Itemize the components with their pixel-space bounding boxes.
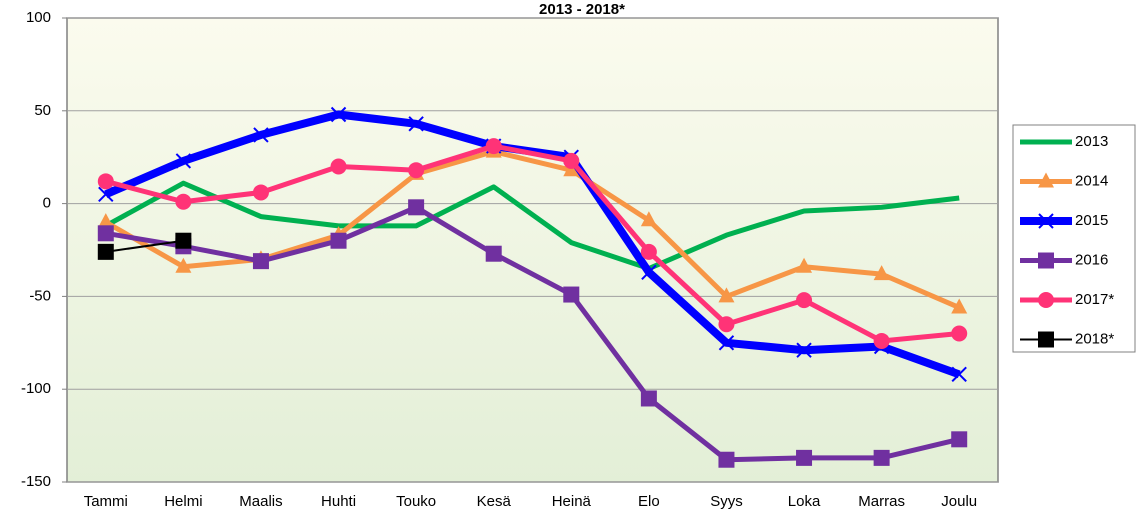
marker xyxy=(951,298,968,314)
marker xyxy=(408,199,425,216)
marker xyxy=(97,225,114,242)
x-tick-label: Kesä xyxy=(477,493,512,510)
legend-label: 2015 xyxy=(1075,212,1108,229)
marker xyxy=(641,264,657,280)
legend-label: 2017* xyxy=(1075,291,1114,308)
y-tick-label: -100 xyxy=(21,380,51,397)
marker xyxy=(796,257,813,273)
marker xyxy=(175,153,192,169)
y-tick-label: 0 xyxy=(43,195,51,212)
legend-label: 2018* xyxy=(1075,330,1114,347)
x-tick-label: Maalis xyxy=(239,493,282,510)
marker xyxy=(796,292,813,309)
x-tick-label: Huhti xyxy=(321,493,356,510)
marker xyxy=(98,186,114,203)
marker xyxy=(1038,331,1054,348)
marker xyxy=(1038,292,1054,308)
marker xyxy=(330,232,347,249)
marker xyxy=(718,451,735,468)
plot-area xyxy=(66,17,999,483)
marker xyxy=(1038,213,1054,229)
x-tick-label: Helmi xyxy=(164,493,202,510)
marker xyxy=(640,243,657,260)
marker xyxy=(408,162,425,179)
x-tick-label: Elo xyxy=(638,493,660,510)
marker xyxy=(252,253,269,270)
marker xyxy=(1038,172,1054,188)
x-tick-label: Loka xyxy=(788,493,821,510)
marker xyxy=(951,325,968,342)
marker xyxy=(175,257,192,273)
marker xyxy=(718,335,735,351)
legend-box xyxy=(1012,124,1136,353)
y-tick-label: -50 xyxy=(29,287,51,304)
series-line xyxy=(105,239,184,253)
y-tick-label: 50 xyxy=(34,102,51,119)
marker xyxy=(951,431,968,448)
marker xyxy=(718,316,735,333)
marker xyxy=(718,287,735,303)
series-line xyxy=(105,204,960,463)
x-tick-label: Touko xyxy=(396,493,436,510)
marker xyxy=(640,211,657,227)
marker xyxy=(485,138,502,155)
marker xyxy=(175,232,192,249)
y-tick-label: -150 xyxy=(21,473,51,490)
marker xyxy=(253,127,269,143)
marker xyxy=(796,449,813,466)
chart-title: 2013 - 2018* xyxy=(539,1,625,18)
marker xyxy=(873,449,890,466)
marker xyxy=(640,390,657,407)
marker xyxy=(330,158,347,175)
marker xyxy=(951,366,967,383)
marker xyxy=(97,213,114,229)
series-line xyxy=(104,180,960,272)
marker xyxy=(408,116,424,132)
series-line xyxy=(105,143,960,344)
marker xyxy=(252,184,269,201)
x-tick-label: Joulu xyxy=(941,493,977,510)
y-tick-label: 100 xyxy=(26,9,51,26)
marker xyxy=(563,286,580,303)
marker xyxy=(97,243,114,260)
x-tick-label: Heinä xyxy=(552,493,592,510)
legend-label: 2013 xyxy=(1075,133,1108,150)
x-tick-label: Tammi xyxy=(84,493,128,510)
x-tick-label: Marras xyxy=(858,493,905,510)
marker xyxy=(330,106,347,123)
marker xyxy=(796,342,812,358)
legend-label: 2016 xyxy=(1075,251,1108,268)
marker xyxy=(175,193,192,210)
legend-label: 2014 xyxy=(1075,172,1108,189)
marker xyxy=(873,265,890,281)
marker xyxy=(1038,252,1054,269)
x-tick-label: Syys xyxy=(710,493,743,510)
marker xyxy=(485,245,502,262)
marker xyxy=(97,173,114,190)
marker xyxy=(563,152,580,169)
marker xyxy=(873,332,890,349)
